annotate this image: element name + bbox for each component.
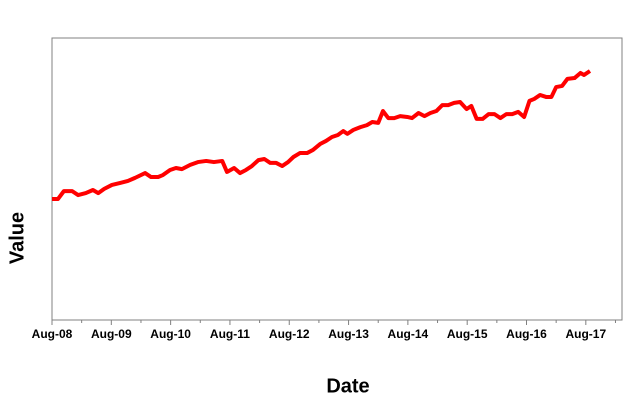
x-tick-label: Aug-17	[565, 327, 606, 341]
x-axis-label: Date	[326, 375, 369, 397]
x-tick-label: Aug-10	[150, 327, 191, 341]
x-tick-label: Aug-11	[210, 327, 250, 341]
x-tick-label: Aug-16	[506, 327, 547, 341]
x-tick-label: Aug-08	[32, 327, 73, 341]
x-tick-label: Aug-14	[388, 327, 429, 341]
x-tick-label: Aug-09	[91, 327, 132, 341]
x-tick-label: Aug-12	[269, 327, 310, 341]
plot-frame	[51, 37, 623, 321]
x-tick-label: Aug-13	[328, 327, 369, 341]
x-tick-label: Aug-15	[447, 327, 488, 341]
y-axis-label: Value	[6, 212, 28, 264]
data-line	[52, 69, 592, 202]
